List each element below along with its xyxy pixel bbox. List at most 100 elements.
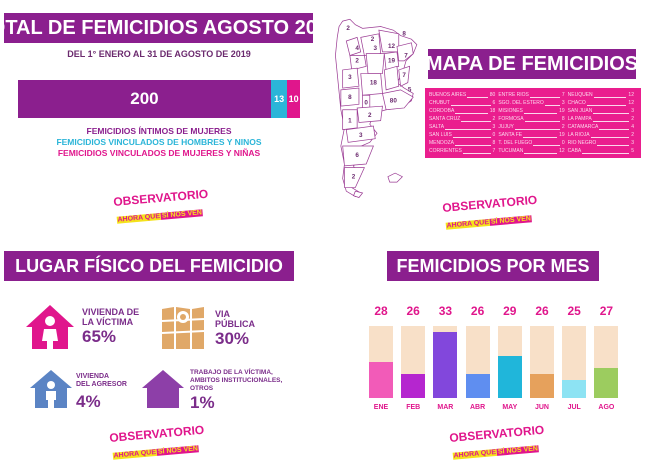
map-pin-icon — [161, 307, 205, 349]
month-value-label: 27 — [599, 304, 614, 318]
leader-line — [462, 152, 491, 154]
province-value: 12 — [628, 100, 634, 106]
province-value: 2 — [561, 124, 565, 130]
province-row: BUENOS AIRES 80 — [429, 91, 495, 99]
month-bar-ene — [369, 362, 393, 398]
map-region-value: 1 — [348, 117, 352, 124]
leader-line — [524, 152, 558, 154]
leader-line — [593, 112, 630, 114]
map-region-value: 2 — [355, 58, 359, 65]
total-stacked-bar: 200 13 10 — [18, 80, 300, 118]
map-region-value: 7 — [404, 52, 408, 59]
house-icon — [142, 370, 184, 408]
leader-line — [590, 136, 630, 138]
lugar-label: PÚBLICA — [215, 319, 255, 329]
map-region-value: 18 — [370, 79, 378, 86]
month-bar-feb — [401, 374, 426, 398]
region-santafe — [383, 65, 400, 91]
province-name: FORMOSA — [498, 116, 524, 122]
map-region-value: 3 — [373, 45, 377, 52]
region-mendoza — [340, 87, 360, 107]
month-bar-jul — [562, 380, 587, 398]
region-misiones-corr — [396, 42, 414, 62]
leader-line — [597, 144, 630, 146]
logo-tagline-a: AHORA QUE — [452, 448, 498, 460]
islas-malvinas — [387, 172, 403, 183]
lugar-label: VIVIENDA DE — [82, 307, 140, 317]
logo-text: OBSERVATORIO — [441, 192, 538, 215]
province-row: SALTA 3 — [429, 123, 495, 131]
monthly-bar-chart: 28 ENE 26 FEB 33 MAR 26 ABR 29 MAY 26 JUN 25 JUL 27 AGO — [0, 0, 619, 411]
province-value: 8 — [561, 116, 565, 122]
legend-vinculados-mujeres: FEMICIDIOS VINCULADOS DE MUJERES Y NIÑAS — [57, 148, 261, 158]
map-region-value: 8 — [348, 94, 352, 101]
bar-segment-intimos: 200 — [18, 80, 271, 118]
province-name: TUCUMAN — [498, 148, 524, 154]
province-value: 8 — [492, 140, 496, 146]
province-row: RIO NEGRO 3 — [568, 139, 634, 147]
map-region-value: 3 — [348, 74, 352, 81]
month-bar-abr — [465, 374, 490, 398]
lugar-label: TRABAJO DE LA VÍCTIMA, — [190, 369, 273, 376]
map-title: MAPA DE FEMICIDIOS — [425, 52, 639, 75]
month-label: JUL — [567, 404, 581, 411]
province-row: CORDOBA 18 — [429, 107, 495, 115]
region-catamarca — [349, 55, 367, 71]
logo-tagline-b: SÍ NOS VEN — [489, 215, 533, 226]
region-chaco — [383, 51, 400, 71]
province-row: NEUQUEN 12 — [568, 91, 634, 99]
province-name: SANTA CRUZ — [429, 116, 461, 122]
province-row: CORRIENTES 7 — [429, 147, 495, 155]
province-row: CHUBUT 6 — [429, 99, 495, 107]
month-bar-may — [497, 356, 522, 398]
lugar-label: AMBITOS INSTITUCIONALES, — [190, 377, 283, 384]
province-value: 80 — [489, 92, 496, 98]
month-label: ABR — [470, 404, 486, 411]
region-sgo — [365, 53, 385, 74]
lugar-item-victima: VIVIENDA DE LA VÍCTIMA 65% — [82, 307, 139, 347]
province-table: BUENOS AIRES 80 CHUBUT 6 CORDOBA 18 SANTA CRUZ… — [425, 88, 641, 158]
logo-tagline-b: SÍ NOS VEN — [496, 445, 540, 456]
month-label: MAY — [502, 404, 518, 411]
province-row: ENTRE RIOS 7 — [498, 91, 564, 99]
region-entrerios — [398, 65, 411, 87]
province-name: T. DEL FUEGO — [498, 140, 533, 146]
leader-line — [523, 112, 558, 114]
province-value: 3 — [561, 100, 565, 106]
province-row: CATAMARCA 4 — [568, 123, 634, 131]
province-value: 6 — [492, 100, 496, 106]
month-value-label: 26 — [470, 304, 485, 318]
map-region-value: 2 — [368, 112, 372, 119]
province-row: JUJUY 2 — [498, 123, 564, 131]
map-region-value: 80 — [390, 98, 398, 105]
leader-line — [467, 96, 488, 98]
mes-title-banner: FEMICIDIOS POR MES — [387, 251, 599, 281]
province-value: 7 — [492, 148, 496, 154]
leader-line — [524, 120, 560, 122]
map-region-value: 3 — [359, 132, 363, 139]
lugar-label: LA VÍCTIMA — [82, 317, 134, 327]
total-legend: FEMICIDIOS ÍNTIMOS DE MUJERES FEMICIDIOS… — [0, 126, 318, 159]
map-region-value: 12 — [388, 43, 396, 50]
month-label: MAR — [437, 404, 454, 411]
total-subtitle: DEL 1° ENERO AL 31 DE AGOSTO DE 2019 — [67, 49, 251, 59]
province-name: SAN LUIS — [429, 132, 452, 138]
province-name: ENTRE RIOS — [498, 92, 529, 98]
province-row: LA RIOJA 2 — [568, 131, 634, 139]
month-value-label: 26 — [406, 304, 420, 318]
legend-vinculados-hombres: FEMICIDIOS VINCULADOS DE HOMBRES Y NINOS — [56, 137, 262, 147]
month-label: AGO — [598, 404, 615, 411]
province-value: 2 — [631, 132, 634, 138]
map-region-value: 6 — [355, 152, 359, 159]
leader-line — [461, 120, 491, 122]
province-name: CHACO — [567, 100, 586, 106]
legend-intimos: FEMICIDIOS ÍNTIMOS DE MUJERES — [86, 126, 232, 136]
leader-line — [533, 144, 560, 146]
map-region-value: 2 — [371, 36, 375, 43]
logo-tagline-a: AHORA QUE — [445, 218, 491, 230]
province-row: MISIONES 19 — [498, 107, 564, 115]
leader-line — [582, 152, 630, 154]
lugar-label: OTROS — [190, 385, 214, 392]
province-name: LA PAMPA — [567, 116, 592, 122]
province-value: 12 — [628, 92, 634, 98]
